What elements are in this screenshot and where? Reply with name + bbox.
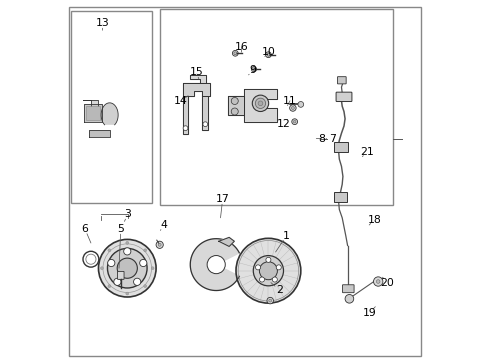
Polygon shape xyxy=(202,96,208,130)
Circle shape xyxy=(258,101,263,106)
Circle shape xyxy=(100,267,103,270)
Polygon shape xyxy=(190,239,239,291)
Circle shape xyxy=(114,278,121,285)
Text: 12: 12 xyxy=(277,119,291,129)
Bar xyxy=(160,9,392,205)
Circle shape xyxy=(253,68,255,71)
Text: 5: 5 xyxy=(118,224,124,234)
Polygon shape xyxy=(191,75,206,83)
Circle shape xyxy=(126,292,129,295)
Text: 16: 16 xyxy=(235,42,248,52)
FancyBboxPatch shape xyxy=(334,192,347,202)
Circle shape xyxy=(108,260,115,267)
Polygon shape xyxy=(89,130,110,136)
Text: 2: 2 xyxy=(276,285,283,295)
Circle shape xyxy=(156,241,163,248)
Text: 19: 19 xyxy=(362,308,376,318)
FancyBboxPatch shape xyxy=(338,77,346,84)
Text: 18: 18 xyxy=(368,215,382,225)
Text: 15: 15 xyxy=(190,67,203,77)
Circle shape xyxy=(231,98,238,104)
Circle shape xyxy=(134,278,141,285)
Circle shape xyxy=(117,258,137,278)
Circle shape xyxy=(266,257,271,262)
Circle shape xyxy=(272,277,277,282)
FancyBboxPatch shape xyxy=(334,142,348,152)
FancyBboxPatch shape xyxy=(343,285,354,293)
Text: 3: 3 xyxy=(124,209,131,219)
Text: 1: 1 xyxy=(283,231,290,241)
Polygon shape xyxy=(183,83,210,96)
Circle shape xyxy=(255,265,261,270)
Polygon shape xyxy=(228,96,244,115)
Polygon shape xyxy=(183,96,189,134)
Circle shape xyxy=(108,285,111,288)
Circle shape xyxy=(236,238,301,303)
Circle shape xyxy=(267,297,273,304)
Circle shape xyxy=(345,294,354,303)
Circle shape xyxy=(269,299,271,302)
Circle shape xyxy=(373,277,383,286)
Circle shape xyxy=(98,239,156,297)
Circle shape xyxy=(260,277,265,282)
Circle shape xyxy=(267,53,270,56)
Circle shape xyxy=(276,265,281,270)
Bar xyxy=(86,105,100,120)
Text: 20: 20 xyxy=(380,278,394,288)
Circle shape xyxy=(183,126,188,131)
Circle shape xyxy=(144,285,147,288)
Circle shape xyxy=(107,248,147,288)
Circle shape xyxy=(255,98,266,108)
Circle shape xyxy=(108,249,111,252)
Text: 17: 17 xyxy=(216,194,229,204)
Text: 11: 11 xyxy=(283,96,297,106)
Text: 7: 7 xyxy=(329,134,336,144)
Text: 13: 13 xyxy=(96,18,109,28)
Circle shape xyxy=(140,260,147,267)
Polygon shape xyxy=(84,104,102,122)
Circle shape xyxy=(123,248,131,255)
Circle shape xyxy=(292,107,294,109)
FancyBboxPatch shape xyxy=(336,92,352,102)
Circle shape xyxy=(126,242,129,244)
Text: 9: 9 xyxy=(249,65,256,75)
Polygon shape xyxy=(83,100,98,108)
Circle shape xyxy=(259,262,277,280)
Polygon shape xyxy=(219,237,234,247)
Circle shape xyxy=(158,243,161,246)
FancyBboxPatch shape xyxy=(118,271,124,279)
Bar xyxy=(72,11,152,203)
Text: 8: 8 xyxy=(318,134,325,144)
Circle shape xyxy=(232,50,238,56)
Circle shape xyxy=(252,95,269,112)
Circle shape xyxy=(151,267,154,270)
Circle shape xyxy=(144,249,147,252)
Circle shape xyxy=(207,256,225,274)
Circle shape xyxy=(253,256,284,286)
Circle shape xyxy=(231,108,238,115)
Circle shape xyxy=(292,119,297,125)
Circle shape xyxy=(290,105,296,111)
Text: 10: 10 xyxy=(262,47,276,57)
Text: 4: 4 xyxy=(161,220,168,230)
Circle shape xyxy=(266,52,271,58)
Circle shape xyxy=(298,102,304,107)
Circle shape xyxy=(251,67,257,72)
Text: 14: 14 xyxy=(174,96,188,106)
Circle shape xyxy=(203,122,208,127)
Polygon shape xyxy=(101,103,118,125)
Polygon shape xyxy=(244,89,277,122)
Text: 6: 6 xyxy=(81,224,88,234)
Circle shape xyxy=(376,280,380,283)
Circle shape xyxy=(294,120,296,123)
Text: 21: 21 xyxy=(361,147,374,157)
Circle shape xyxy=(234,52,237,55)
